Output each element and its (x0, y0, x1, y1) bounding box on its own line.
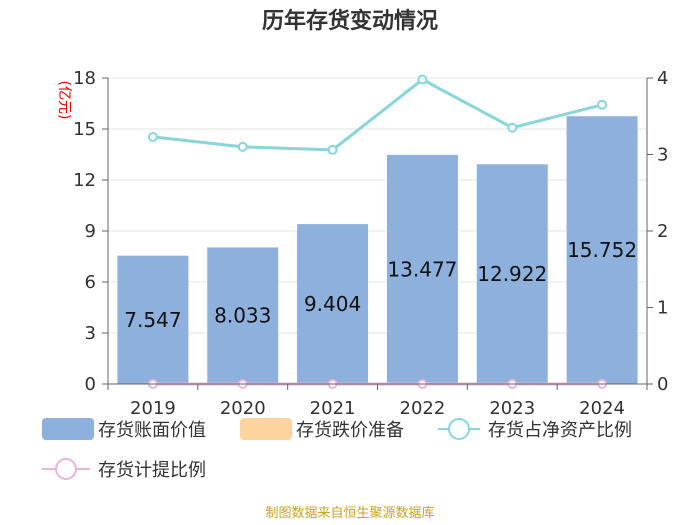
bar (117, 255, 189, 384)
right-tick-label: 2 (657, 221, 668, 242)
ratio-point (507, 122, 518, 133)
gridlines (108, 77, 647, 385)
bar-value-label: 8.033 (214, 304, 271, 328)
bar-value-label: 12.922 (477, 262, 547, 286)
left-tick-label: 15 (73, 119, 96, 140)
x-tick-label: 2023 (489, 398, 535, 419)
right-tick-label: 3 (657, 145, 668, 166)
legend-label: 存货跌价准备 (296, 420, 404, 441)
ratio-point (327, 144, 338, 155)
bar (386, 154, 458, 384)
left-tick-label: 9 (85, 221, 96, 242)
right-tick-label: 4 (657, 68, 668, 89)
legend-label: 存货占净资产比例 (488, 420, 632, 441)
ratio-point (597, 99, 608, 110)
legend-label: 存货账面价值 (98, 420, 206, 441)
legend-swatch-impairment (240, 418, 292, 440)
legend-marker-ratio (448, 418, 470, 440)
bar-value-label: 9.404 (304, 292, 361, 316)
x-tick-label: 2020 (220, 398, 266, 419)
left-tick-label: 3 (85, 323, 96, 344)
bar-value-label: 15.752 (567, 238, 637, 262)
ratio-point (237, 141, 248, 152)
chart-title: 历年存货变动情况 (262, 8, 438, 34)
left-tick-label: 18 (73, 68, 96, 89)
bar (297, 224, 369, 384)
bar-value-label: 7.547 (124, 308, 181, 332)
right-tick-label: 0 (657, 374, 668, 395)
left-axis-unit: (亿元) (56, 81, 72, 120)
legend-swatch-bar (42, 418, 94, 440)
source-note: 制图数据来自恒生聚源数据库 (265, 505, 434, 521)
ratio-line (152, 77, 603, 152)
bar-value-label: 13.477 (387, 257, 457, 281)
x-tick-label: 2021 (310, 398, 356, 419)
left-tick-label: 6 (85, 272, 96, 293)
left-tick-label: 12 (73, 170, 96, 191)
x-tick-label: 2024 (579, 398, 625, 419)
bar (566, 116, 638, 384)
x-tick-label: 2019 (130, 398, 176, 419)
bar (207, 247, 279, 384)
legend-label: 存货计提比例 (98, 460, 206, 481)
ratio-point (147, 131, 158, 142)
bar (476, 164, 548, 384)
left-tick-label: 0 (85, 374, 96, 395)
right-tick-label: 1 (657, 298, 668, 319)
x-tick-label: 2022 (400, 398, 446, 419)
bars: 7.547 8.033 9.404 13.477 12.922 15.752 (117, 116, 638, 384)
legend-marker-provision (55, 458, 77, 480)
ratio-point (417, 74, 428, 85)
